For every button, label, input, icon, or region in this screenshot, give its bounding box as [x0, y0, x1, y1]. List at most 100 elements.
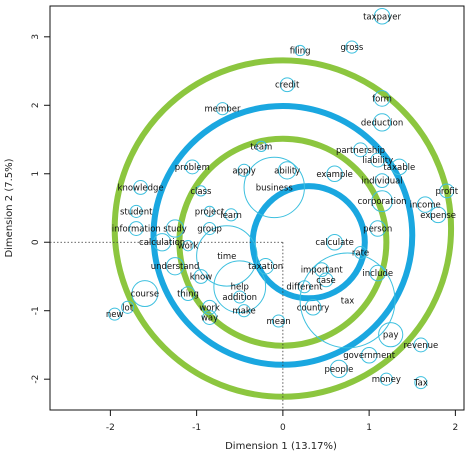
label-apply: apply	[232, 166, 255, 176]
label-time: time	[217, 252, 236, 262]
label-make: make	[232, 307, 255, 317]
point-lot	[121, 300, 135, 314]
point-information	[128, 221, 144, 236]
label-problem: problem	[175, 163, 210, 173]
label-case: case	[316, 276, 336, 286]
point-people	[329, 359, 349, 379]
label-profit: profit	[435, 187, 458, 197]
x-tick-label: -2	[106, 423, 115, 433]
point-case	[318, 272, 334, 288]
point-course	[131, 280, 159, 308]
point-tax	[414, 376, 428, 390]
y-tick-label: 0	[31, 239, 41, 245]
y-tick-label: 1	[31, 171, 41, 177]
label-deduction: deduction	[361, 118, 403, 128]
label-study: study	[163, 225, 187, 235]
point-credit	[279, 77, 295, 93]
point-liability	[370, 152, 386, 168]
y-tick-label: 2	[31, 102, 41, 108]
points-layer	[108, 8, 455, 390]
label-country: country	[297, 303, 330, 313]
point-expense	[429, 206, 447, 224]
point-pay	[378, 322, 404, 348]
point-money	[379, 372, 393, 386]
label-course: course	[131, 290, 159, 300]
label-money: money	[372, 375, 401, 385]
label-business: business	[256, 183, 294, 193]
point-partnership	[353, 142, 368, 158]
point-know	[193, 269, 209, 284]
point-filing	[294, 44, 306, 57]
label-work: work	[199, 303, 220, 313]
point-work	[182, 239, 194, 252]
label-class: class	[190, 187, 212, 197]
point-gross	[345, 40, 359, 54]
point-person	[369, 220, 387, 237]
point-project	[203, 205, 216, 218]
label-gross: gross	[340, 43, 363, 53]
label-rate: rate	[352, 249, 369, 259]
x-tick-label: 0	[280, 423, 286, 433]
label-know: know	[190, 272, 213, 282]
ring-4	[249, 183, 368, 302]
x-tick-label: 1	[366, 423, 372, 433]
point-class	[195, 185, 207, 197]
point-mean	[272, 314, 286, 328]
point-individual	[374, 173, 390, 189]
point-example	[326, 165, 343, 183]
label-learn: learn	[220, 211, 242, 221]
label-filing: filing	[290, 47, 311, 57]
point-calculate	[326, 233, 343, 251]
label-income: income	[410, 201, 441, 211]
point-income	[416, 196, 434, 213]
label-help: help	[231, 283, 249, 293]
y-axis: -2 -1 0 1 2 3	[31, 34, 50, 384]
x-tick-label: -1	[192, 423, 201, 433]
label-mean: mean	[267, 317, 291, 327]
label-taxable: taxable	[383, 163, 415, 173]
point-time	[196, 225, 258, 287]
point-member	[215, 102, 230, 116]
label-example: example	[316, 170, 353, 180]
label-liability: liability	[362, 156, 393, 166]
plot-frame	[49, 5, 465, 411]
x-axis: -2 -1 0 1 2	[106, 410, 458, 433]
label-tax: Tax	[413, 379, 428, 389]
point-deduction	[372, 113, 392, 132]
point-team	[255, 140, 267, 153]
point-thing	[180, 286, 196, 301]
label-way: way	[201, 314, 218, 324]
label-individual: individual	[361, 177, 402, 187]
point-calculation	[153, 233, 172, 252]
label-information: information	[112, 225, 161, 235]
label-credit: credit	[275, 81, 300, 91]
label-taxpayer: taxpayer	[363, 12, 401, 22]
label-people: people	[325, 365, 354, 375]
point-new	[108, 307, 122, 321]
label-thing: thing	[177, 290, 199, 300]
point-important	[314, 262, 330, 278]
label-calculation: calculation	[139, 238, 185, 248]
point-make	[237, 304, 251, 318]
point-knowledge	[133, 180, 148, 195]
point-include	[369, 264, 387, 282]
label-new: new	[106, 310, 124, 320]
label-expense: expense	[420, 211, 456, 221]
point-understand	[165, 257, 185, 276]
point-business	[243, 156, 305, 219]
label-government: government	[343, 351, 395, 361]
y-axis-label: Dimension 2 (7.5%)	[4, 158, 15, 257]
label-lot: lot	[122, 303, 134, 313]
label-project: project	[195, 207, 225, 217]
label-knowledge: knowledge	[118, 183, 164, 193]
point-student	[129, 204, 143, 218]
label-member: member	[205, 105, 241, 115]
label-calculate: calculate	[315, 238, 353, 248]
point-corporation	[371, 190, 393, 213]
point-ability	[278, 161, 297, 180]
label-different: different	[286, 283, 323, 293]
label-group: group	[197, 225, 222, 235]
label-pay: pay	[383, 331, 399, 341]
point-group	[203, 222, 217, 236]
